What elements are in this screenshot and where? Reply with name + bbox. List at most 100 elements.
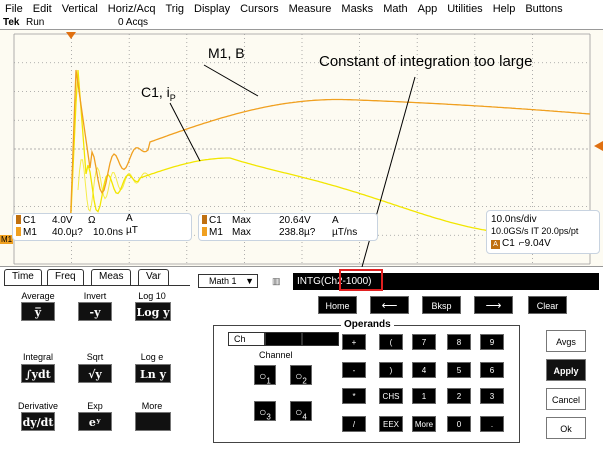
ok-button[interactable]: Ok	[546, 417, 586, 439]
integral-label: Integral	[22, 352, 54, 362]
channel-3-button[interactable]: ○3	[254, 401, 276, 421]
keyboard-icon[interactable]: ▥	[272, 276, 281, 286]
log10-label: Log 10	[138, 291, 166, 301]
math-control-panel: Time Freq Meas Var Average y̅ Invert -y …	[0, 267, 603, 451]
cursor-right-button[interactable]: ⟶	[474, 296, 513, 314]
key-close-paren[interactable]: )	[379, 362, 403, 378]
math-source-value: Math 1	[209, 276, 237, 286]
menu-measure[interactable]: Measure	[288, 2, 332, 15]
key-decimal[interactable]: .	[480, 416, 504, 432]
key-minus[interactable]: -	[342, 362, 366, 378]
menu-buttons[interactable]: Buttons	[525, 2, 563, 15]
key-8[interactable]: 8	[447, 334, 471, 350]
menu-file[interactable]: File	[5, 2, 23, 15]
menu-trig[interactable]: Trig	[165, 2, 185, 15]
channel-2-button[interactable]: ○2	[290, 365, 312, 385]
more-functions-label: More	[141, 401, 163, 411]
channel-scale-readout[interactable]: C1 4.0V Ω A M1 40.0µ? 10.0ns µT	[12, 213, 192, 241]
integral-button[interactable]: ∫ydt	[21, 364, 55, 383]
menu-bar: File Edit Vertical Horiz/Acq Trig Displa…	[0, 0, 603, 17]
brand-label: Tek	[3, 17, 20, 28]
menu-vertical[interactable]: Vertical	[61, 2, 98, 15]
menu-display[interactable]: Display	[194, 2, 231, 15]
key-4[interactable]: 4	[412, 362, 436, 378]
cursor-left-button[interactable]: ⟵	[370, 296, 409, 314]
derivative-button[interactable]: dy/dt	[21, 412, 55, 431]
tab-time[interactable]: Time	[4, 269, 42, 285]
key-more[interactable]: More	[412, 416, 436, 432]
measurement-readout[interactable]: C1 Max 20.64V A M1 Max 238.8µ? µT/ns	[198, 213, 378, 241]
waveform-display[interactable]: M1, B C1, iP Constant of integration too…	[0, 29, 603, 268]
key-chs[interactable]: CHS	[379, 388, 403, 404]
key-multiply[interactable]: *	[342, 388, 366, 404]
math-expression-field[interactable]: INTG(Ch2-1000)	[293, 273, 599, 290]
key-3[interactable]: 3	[480, 388, 504, 404]
key-1[interactable]: 1	[412, 388, 436, 404]
trigger-level: 9.04V	[524, 238, 551, 249]
menu-edit[interactable]: Edit	[32, 2, 52, 15]
tab-meas[interactable]: Meas	[91, 269, 132, 285]
key-9[interactable]: 9	[480, 334, 504, 350]
key-eex[interactable]: EEX	[379, 416, 403, 432]
meas-ch1-unit: A	[332, 215, 339, 226]
meas-ch1-label: C1	[209, 215, 222, 226]
key-2[interactable]: 2	[447, 388, 471, 404]
channel-4-button[interactable]: ○4	[290, 401, 312, 421]
key-5[interactable]: 5	[447, 362, 471, 378]
exp-label: Exp	[87, 401, 103, 411]
average-button[interactable]: y̅	[21, 302, 55, 321]
menu-utilities[interactable]: Utilities	[447, 2, 483, 15]
trigger-position-marker	[66, 32, 76, 39]
channel-label: Channel	[259, 350, 293, 360]
key-divide[interactable]: /	[342, 416, 366, 432]
exp-button[interactable]: eʸ	[78, 412, 112, 431]
ch1-color-chip	[16, 215, 21, 224]
apply-button[interactable]: Apply	[546, 359, 586, 381]
trigger-channel: C1	[502, 238, 515, 249]
key-6[interactable]: 6	[480, 362, 504, 378]
tab-operand-2[interactable]	[265, 332, 302, 346]
clear-button[interactable]: Clear	[528, 296, 567, 314]
sqrt-button[interactable]: √y	[78, 364, 112, 383]
ch1-unit-amp: A	[126, 213, 133, 224]
menu-cursors[interactable]: Cursors	[240, 2, 279, 15]
ch1-unit: Ω	[88, 215, 96, 226]
tab-operand-3[interactable]	[302, 332, 339, 346]
tab-freq[interactable]: Freq	[47, 269, 84, 285]
key-open-paren[interactable]: (	[379, 334, 403, 350]
invert-button[interactable]: -y	[78, 302, 112, 321]
meas-m1-value: 238.8µ?	[279, 227, 316, 238]
backspace-button[interactable]: Bksp	[422, 296, 461, 314]
run-status: Run	[26, 17, 45, 28]
key-0[interactable]: 0	[447, 416, 471, 432]
trigger-a-icon: A	[491, 240, 500, 249]
cancel-button[interactable]: Cancel	[546, 388, 586, 410]
menu-help[interactable]: Help	[492, 2, 516, 15]
math-trace-label: M1, B	[208, 45, 245, 61]
chevron-down-icon: ▼	[245, 276, 254, 286]
channel-1-button[interactable]: ○1	[254, 365, 276, 385]
menu-masks[interactable]: Masks	[341, 2, 374, 15]
key-plus[interactable]: +	[342, 334, 366, 350]
math-source-select[interactable]: Math 1 ▼	[198, 274, 258, 288]
ch1-label: C1	[23, 215, 36, 226]
ch1-scale: 4.0V	[52, 215, 73, 226]
tab-channel[interactable]: Ch	[228, 332, 265, 346]
annotation-text: Constant of integration too large	[319, 53, 533, 70]
menu-app[interactable]: App	[417, 2, 438, 15]
math-channel-marker[interactable]: M1	[0, 235, 14, 244]
loge-button[interactable]: Ln y	[135, 364, 171, 383]
more-functions-button[interactable]	[135, 412, 171, 431]
menu-horiz-acq[interactable]: Horiz/Acq	[107, 2, 156, 15]
meas-m1-unit: µT/ns	[332, 227, 358, 238]
ch1-label-leader	[169, 102, 201, 162]
home-button[interactable]: Home	[318, 296, 357, 314]
log10-button[interactable]: Log y	[135, 302, 171, 321]
avgs-button[interactable]: Avgs	[546, 330, 586, 352]
timebase-readout[interactable]: 10.0ns/div 10.0GS/s IT 20.0ps/pt A C1 ⌐9.0…	[486, 210, 600, 254]
tab-var[interactable]: Var	[138, 269, 169, 285]
expression-highlight-box	[339, 269, 383, 291]
menu-math[interactable]: Math	[383, 2, 408, 15]
status-line: Tek Run 0 Acqs	[0, 17, 603, 29]
key-7[interactable]: 7	[412, 334, 436, 350]
